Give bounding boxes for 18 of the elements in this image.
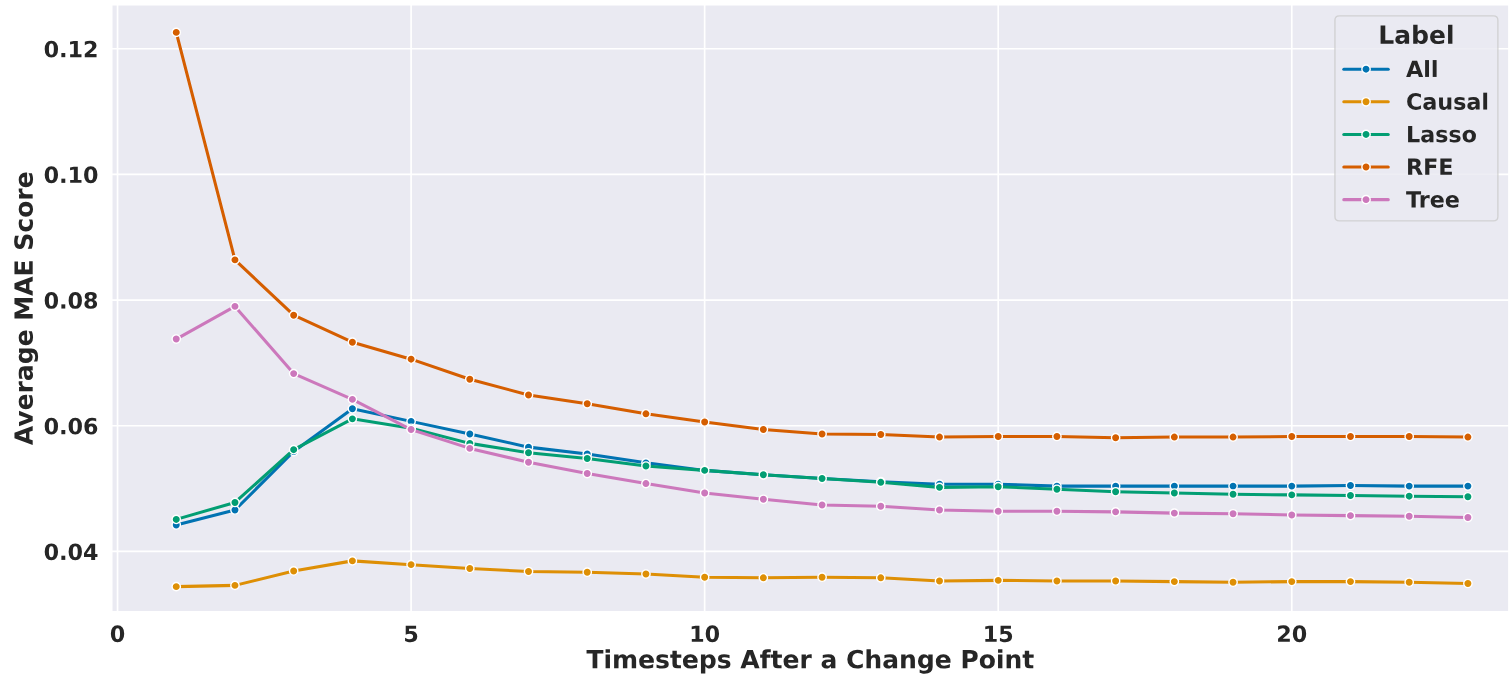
- legend-label: Lasso: [1408, 125, 1476, 143]
- x-tick-label: 5: [405, 625, 418, 643]
- x-tick-label: 15: [985, 625, 1013, 643]
- y-tick-label: 0.06: [44, 417, 98, 435]
- y-tick-label: 0.12: [44, 40, 97, 58]
- legend-title: Label: [1380, 24, 1453, 45]
- legend-label: RFE: [1408, 158, 1452, 175]
- legend-label: Tree: [1406, 191, 1459, 208]
- x-tick-label: 10: [691, 625, 720, 643]
- y-axis-title: Average MAE Score: [14, 172, 39, 446]
- x-tick-label: 0: [110, 625, 125, 643]
- x-axis-title: Timesteps After a Change Point: [586, 649, 1034, 674]
- legend-label: All: [1406, 60, 1437, 77]
- y-tick-label: 0.08: [44, 292, 98, 309]
- y-tick-label: 0.10: [44, 166, 98, 184]
- y-tick-label: 0.04: [44, 543, 98, 561]
- x-tick-label: 20: [1278, 625, 1307, 643]
- legend-label: Causal: [1407, 92, 1488, 110]
